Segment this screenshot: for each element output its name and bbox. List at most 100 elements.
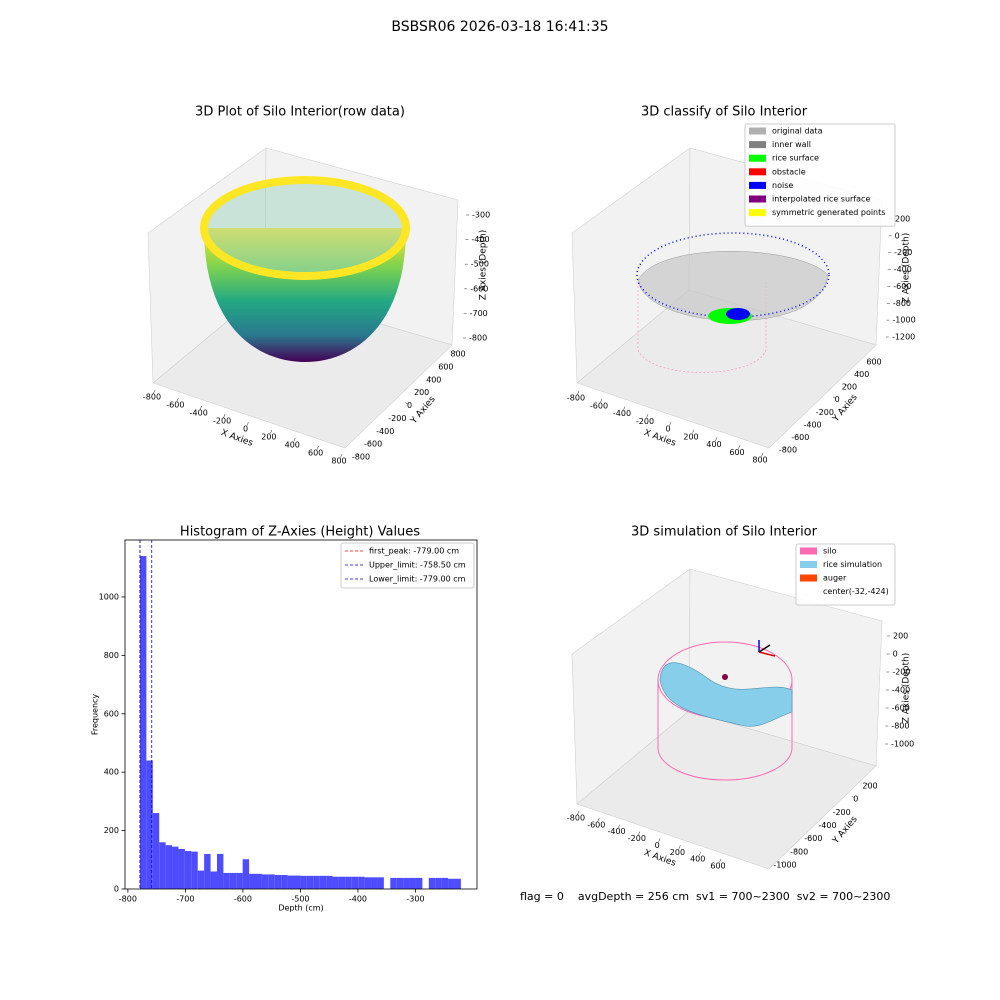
tick-mark	[417, 389, 420, 392]
histogram-bar	[306, 875, 314, 889]
histogram-bar	[403, 877, 410, 889]
y-tick-label: 200	[862, 782, 877, 791]
y-tick-label: -400	[376, 427, 394, 436]
x-tick-label: -500	[291, 895, 309, 904]
histogram-bar	[448, 878, 455, 889]
tick-mark	[441, 363, 445, 366]
z-tick-label: -400	[471, 235, 489, 244]
histogram-bar	[229, 872, 237, 889]
legend-label: interpolated rice surface	[772, 195, 870, 204]
histogram-bar	[338, 876, 346, 889]
tick-mark	[393, 415, 396, 418]
histogram-bar	[204, 853, 211, 889]
pane	[152, 289, 453, 449]
tick-mark	[340, 453, 343, 458]
chart-title: Histogram of Z-Axies (Height) Values	[180, 525, 420, 540]
tick-mark	[669, 421, 672, 426]
y-tick-label: 400	[104, 768, 119, 777]
histogram-bar	[146, 760, 153, 889]
tick-mark	[199, 405, 203, 410]
surface-rim	[200, 176, 410, 280]
tick-mark	[246, 421, 249, 426]
tick-mark	[794, 848, 798, 851]
y-tick-label: 0	[114, 885, 119, 894]
legend-swatch	[800, 574, 817, 582]
x-tick-label: -600	[590, 401, 608, 410]
tick-mark	[820, 409, 824, 412]
y-tick-label: -800	[779, 446, 797, 455]
x-tick-label: 600	[729, 448, 744, 457]
legend-swatch	[800, 561, 817, 568]
histogram-bar	[172, 846, 179, 889]
z-tick-label: -300	[472, 211, 490, 220]
x-axis-label: Depth (cm)	[278, 904, 323, 913]
legend-swatch	[749, 127, 766, 135]
x-tick-label: 400	[690, 855, 705, 864]
x-tick-label: -600	[587, 820, 605, 829]
tick-mark	[845, 383, 848, 386]
y-tick-label: 600	[866, 358, 881, 367]
y-tick-label: -200	[388, 414, 406, 423]
y-tick-label: -200	[816, 408, 834, 417]
tick-mark	[783, 446, 787, 449]
histogram-bar	[268, 874, 275, 889]
histogram-bar	[191, 851, 198, 889]
tick-mark	[869, 358, 873, 361]
histogram-bar	[294, 875, 301, 889]
x-tick-label: 200	[261, 433, 276, 442]
x-tick-label: -400	[607, 827, 625, 836]
y-tick-label: 600	[438, 362, 453, 371]
y-tick-label: 1000	[99, 592, 119, 601]
legend-box	[744, 123, 896, 227]
y-tick-label: 800	[450, 350, 465, 359]
legend-box	[795, 543, 896, 606]
tick-mark	[429, 376, 432, 379]
tick-mark	[719, 858, 722, 863]
legend-swatch	[749, 195, 766, 203]
histogram-bar	[281, 874, 288, 889]
z-tick-label: -600	[893, 282, 911, 291]
z-tick-label: -1200	[892, 333, 915, 342]
histogram-bar	[454, 878, 461, 889]
tick-mark	[865, 782, 869, 785]
z-tick-label: -800	[891, 722, 909, 731]
tick-mark	[658, 838, 661, 843]
tick-mark	[715, 437, 718, 442]
tick-mark	[738, 445, 741, 449]
panel-1-box	[147, 147, 459, 449]
tick-mark	[176, 397, 179, 402]
legend-label: obstacle	[772, 167, 806, 176]
legend-swatch	[749, 168, 766, 176]
x-tick-label: 800	[752, 456, 767, 465]
y-tick-label: -600	[804, 834, 822, 843]
y-tick-label: 800	[104, 651, 119, 660]
histogram-bar	[396, 877, 404, 889]
histogram-bar	[261, 874, 269, 889]
x-tick-label: -300	[406, 895, 424, 904]
inner-wall	[637, 251, 829, 321]
z-tick-label: -800	[893, 299, 911, 308]
legend-label: silo	[823, 547, 837, 556]
center-point	[722, 674, 728, 680]
z-tick-label: -200	[894, 248, 912, 257]
histogram-bar	[139, 556, 147, 889]
tick-mark	[692, 429, 695, 434]
legend-label: rice surface	[772, 154, 819, 163]
auger-axis	[758, 651, 776, 657]
x-tick-label: 200	[670, 848, 685, 857]
x-tick-label: 400	[285, 441, 300, 450]
legend-swatch	[749, 154, 766, 162]
y-tick-label: 0	[407, 401, 412, 410]
x-tick-label: -700	[176, 895, 194, 904]
y-axis-label: Frequency	[91, 694, 100, 736]
legend-swatch	[749, 209, 766, 217]
histogram-bar	[159, 842, 166, 889]
x-tick-label: -200	[213, 417, 231, 426]
y-tick-label: -1000	[773, 861, 796, 870]
y-tick-label: -800	[352, 453, 370, 462]
legend-swatch	[749, 181, 766, 189]
z-tick-label: 0	[895, 231, 900, 240]
x-tick-label: -800	[567, 394, 585, 403]
figure-title: BSBSR06 2026-03-18 16:41:35	[391, 19, 608, 35]
x-tick-label: -600	[166, 401, 184, 410]
